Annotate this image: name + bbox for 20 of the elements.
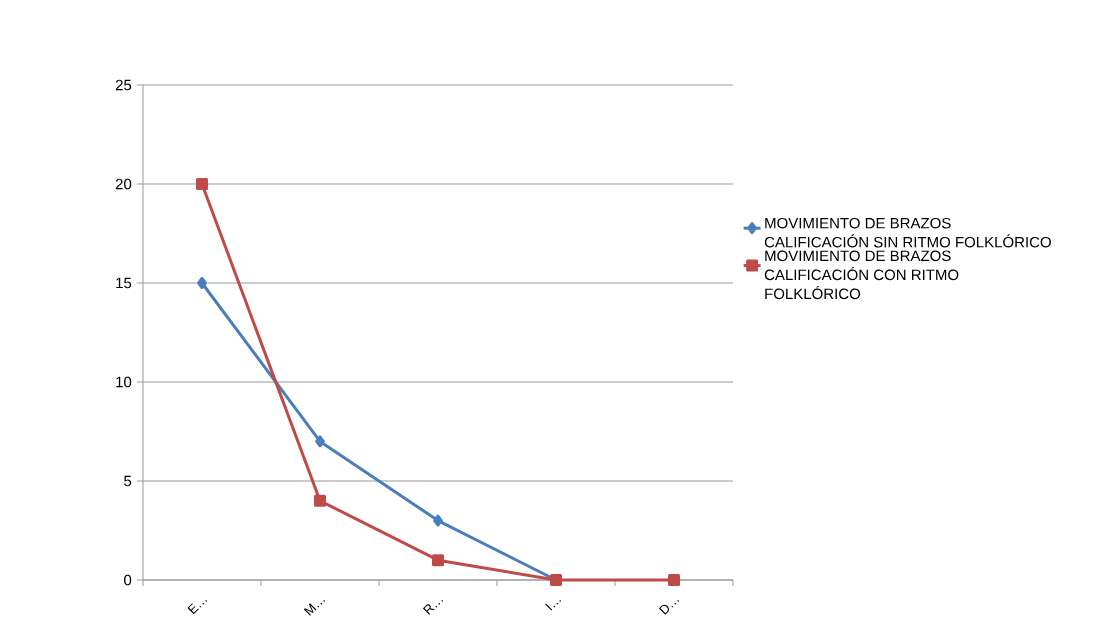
x-tick-label: E… [187,599,208,615]
point [315,435,325,448]
y-tick-label: 0 [124,574,132,586]
x-tick-label: M… [303,599,326,616]
x-tick-label: D… [658,599,680,615]
point [314,494,326,507]
y-tick-label: 25 [115,79,132,91]
point [432,554,444,567]
point [196,178,208,190]
point [197,277,207,289]
y-tick-label: 10 [116,376,132,388]
x-tick-label: I… [545,599,562,611]
y-tick-label: 5 [124,475,132,487]
legend-label: MOVIMIENTO DE BRAZOS CALIFICACIÓN SIN RITMO FOLKLÓRICO [764,217,1051,248]
x-tick-label: R… [422,599,444,615]
point [433,514,443,527]
point [668,574,680,586]
legend-label: MOVIMIENTO DE BRAZOS CALIFICACIÓN CON RITMO FOLKLÓRICO [764,250,959,300]
y-tick-label: 20 [115,178,132,190]
y-tick-label: 15 [116,277,132,289]
